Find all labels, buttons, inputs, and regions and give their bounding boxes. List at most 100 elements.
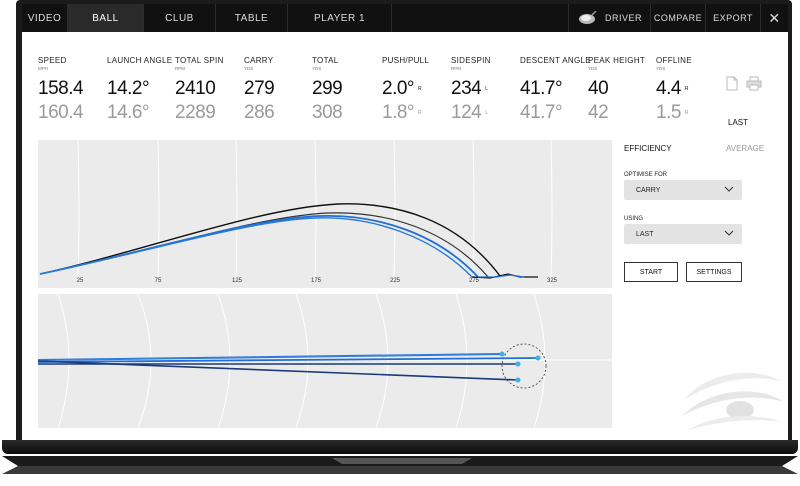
trajectory-axis: 25 75 125 175 225 275 325 [38, 278, 612, 290]
stat-direction: R [684, 85, 689, 92]
settings-button[interactable]: SETTINGS [686, 262, 742, 282]
stat-label: DESCENT ANGLE [520, 56, 591, 65]
tab-club[interactable]: CLUB [144, 4, 216, 32]
stat-direction: R [418, 109, 422, 116]
stat-average-value: 2289 [175, 102, 216, 123]
start-button[interactable]: START [624, 262, 678, 282]
tab-player[interactable]: PLAYER 1 [288, 4, 392, 32]
tab-table[interactable]: TABLE [216, 4, 288, 32]
stat-label: CARRY [244, 56, 274, 65]
dispersion-chart [38, 294, 612, 428]
stat-direction: L [485, 109, 488, 116]
tv-bezel-bottom [2, 440, 798, 454]
stat-label: PUSH/PULL [382, 56, 430, 65]
stat-last-value: 41.7° [520, 78, 563, 99]
tick-label: 275 [468, 278, 480, 284]
trajectory-rollout [471, 273, 538, 279]
stat-label: LAUNCH ANGLE [107, 56, 173, 65]
stat-label: SIDESPIN [451, 56, 491, 65]
dispersion-ring [501, 343, 547, 389]
stat-unit: RPM [175, 66, 185, 71]
efficiency-title: EFFICIENCY [624, 144, 672, 153]
top-nav: VIDEO BALL CLUB TABLE PLAYER 1 DRIVER CO… [22, 4, 788, 32]
stat-last-value: 234 L [451, 78, 488, 100]
chevron-down-icon [724, 230, 734, 236]
tick-label: 125 [231, 278, 243, 284]
club-icon [578, 11, 597, 24]
stat-label: PEAK HEIGHT [588, 56, 646, 65]
app-screen: VIDEO BALL CLUB TABLE PLAYER 1 DRIVER CO… [22, 4, 788, 440]
stat-unit: YDS [312, 66, 322, 71]
stat-last-value: 158.4 [38, 78, 84, 99]
dispersion-shot-4 [38, 360, 519, 381]
trajectory-shot-blue-2 [39, 217, 473, 278]
trajectory-shot-black [39, 203, 501, 277]
stat-label: SPEED [38, 56, 67, 65]
stat-last-value: 4.4 R [656, 78, 689, 100]
tv-stand [2, 452, 798, 478]
stat-average-value: 160.4 [38, 102, 84, 123]
tick-label: 75 [154, 278, 162, 284]
stat-value-text: 1.5 [656, 102, 681, 123]
stat-last-value: 2.0° R [382, 78, 422, 100]
dispersion-shot-5 [38, 353, 505, 361]
dispersion-endpoint [515, 361, 521, 367]
dispersion-shot-2 [38, 357, 539, 363]
stat-average-value: 1.5 R [656, 102, 689, 124]
stat-direction: R [418, 85, 422, 92]
tick-label: 325 [546, 278, 558, 284]
stat-label: OFFLINE [656, 56, 692, 65]
print-icon[interactable] [746, 76, 762, 91]
stat-unit: YDS [656, 66, 666, 71]
stat-unit: YDS [588, 66, 598, 71]
tab-ball[interactable]: BALL [68, 4, 144, 32]
stats-panel: SPEED MPH 158.4 160.4 LAUNCH ANGLE 14.2°… [22, 32, 788, 153]
club-label: DRIVER [604, 13, 642, 23]
stat-last-value: 40 [588, 78, 609, 99]
stat-unit: RPM [451, 66, 461, 71]
dispersion-endpoint [535, 355, 541, 361]
tab-video[interactable]: VIDEO [22, 4, 68, 32]
stat-average-value: 308 [312, 102, 343, 123]
trajectory-chart [38, 140, 612, 288]
optimise-value: CARRY [636, 186, 661, 194]
file-icon[interactable] [726, 76, 738, 91]
stat-value-text: 1.8° [382, 102, 415, 123]
using-select[interactable]: LAST [624, 224, 742, 244]
stat-label: TOTAL SPIN [175, 56, 224, 65]
compare-button[interactable]: COMPARE [650, 4, 705, 32]
chevron-down-icon [724, 186, 734, 192]
stat-average-value: 41.7° [520, 102, 563, 123]
club-selector[interactable]: DRIVER [568, 4, 650, 32]
export-button[interactable]: EXPORT [705, 4, 760, 32]
trajectory-rollout-blue [478, 274, 525, 278]
row-label-last: LAST [728, 118, 749, 127]
stat-last-value: 2410 [175, 78, 216, 99]
stat-unit: MPH [38, 66, 48, 71]
using-label: USING [624, 216, 644, 222]
tick-label: 225 [389, 278, 401, 284]
stat-value-text: 4.4 [656, 78, 681, 99]
trajectory-grid [77, 140, 553, 279]
optimise-select[interactable]: CARRY [624, 180, 742, 200]
close-button[interactable]: ✕ [760, 4, 788, 32]
stat-direction: L [485, 85, 488, 92]
stat-last-value: 279 [244, 78, 275, 99]
stat-direction: R [684, 109, 689, 116]
using-value: LAST [636, 230, 654, 238]
row-label-average: AVERAGE [726, 144, 765, 153]
stat-average-value: 286 [244, 102, 275, 123]
dispersion-endpoint [499, 351, 505, 357]
tick-label: 25 [76, 278, 84, 284]
stat-average-value: 124 L [451, 102, 488, 124]
stat-average-value: 42 [588, 102, 609, 123]
stat-label: TOTAL [312, 56, 339, 65]
dispersion-endpoint [515, 377, 521, 383]
stat-average-value: 14.6° [107, 102, 150, 123]
stat-average-value: 1.8° R [382, 102, 422, 124]
stat-unit: YDS [244, 66, 254, 71]
stat-last-value: 14.2° [107, 78, 150, 99]
stat-value-text: 2.0° [382, 78, 415, 99]
tick-label: 175 [310, 278, 322, 284]
